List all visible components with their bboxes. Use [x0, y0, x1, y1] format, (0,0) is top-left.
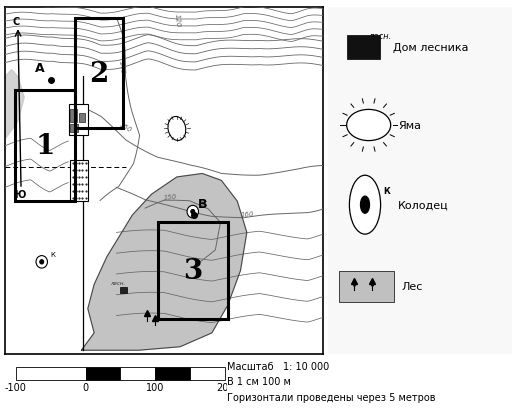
Text: лесн.: лесн. — [111, 280, 126, 285]
Text: С: С — [13, 17, 20, 27]
Text: 2: 2 — [89, 61, 109, 87]
Text: Лес: Лес — [402, 281, 423, 291]
Text: 150: 150 — [163, 193, 177, 200]
Text: 160: 160 — [240, 211, 254, 217]
Text: К: К — [201, 201, 206, 207]
Bar — [70, 160, 88, 202]
Text: Ю: Ю — [14, 190, 25, 200]
Circle shape — [349, 176, 381, 234]
Text: К: К — [384, 187, 390, 196]
Bar — [346, 36, 379, 60]
Ellipse shape — [168, 117, 186, 141]
Circle shape — [360, 197, 370, 214]
Text: В 1 см 100 м: В 1 см 100 м — [227, 376, 292, 387]
Text: Яма: Яма — [398, 121, 421, 130]
Circle shape — [191, 210, 195, 214]
Text: 200: 200 — [216, 382, 235, 392]
Bar — [16, 366, 85, 380]
Text: Колодец: Колодец — [398, 200, 449, 210]
Polygon shape — [82, 174, 247, 351]
Bar — [69, 105, 88, 136]
Text: лесн.: лесн. — [368, 32, 391, 41]
Bar — [70, 110, 78, 122]
Bar — [190, 366, 225, 380]
Bar — [70, 125, 78, 133]
Bar — [119, 288, 127, 293]
Bar — [120, 366, 156, 380]
Text: Дом лесника: Дом лесника — [392, 43, 468, 53]
Ellipse shape — [346, 110, 391, 141]
Text: 3: 3 — [183, 257, 202, 284]
Text: 120: 120 — [173, 13, 180, 27]
Text: 0: 0 — [83, 382, 88, 392]
Text: А: А — [35, 62, 45, 74]
Text: 140: 140 — [117, 60, 125, 74]
Circle shape — [40, 260, 44, 264]
Bar — [75, 18, 123, 129]
Bar — [85, 366, 120, 380]
Polygon shape — [5, 70, 24, 139]
Text: 150: 150 — [118, 121, 133, 133]
Bar — [14, 91, 75, 202]
Bar — [156, 366, 190, 380]
Text: К: К — [50, 251, 55, 257]
Text: Масштаб   1: 10 000: Масштаб 1: 10 000 — [227, 361, 330, 371]
Text: В: В — [197, 198, 207, 210]
Bar — [339, 271, 394, 302]
Bar — [79, 114, 85, 122]
Circle shape — [187, 206, 199, 218]
Text: -100: -100 — [5, 382, 26, 392]
Bar — [158, 222, 227, 319]
Text: 1: 1 — [35, 133, 55, 160]
Text: 100: 100 — [146, 382, 164, 392]
Circle shape — [36, 256, 48, 268]
Text: Горизонтали проведены через 5 метров: Горизонтали проведены через 5 метров — [227, 392, 436, 402]
